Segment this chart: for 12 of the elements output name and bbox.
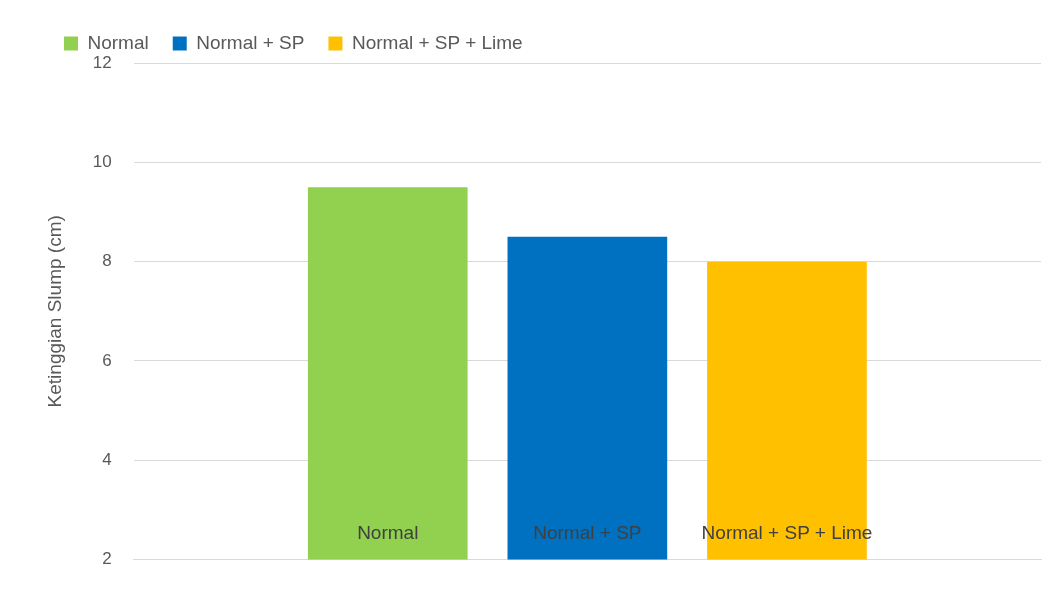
legend-label: Normal + SP + Lime — [351, 31, 523, 53]
y-tick-label: 6 — [102, 350, 112, 370]
legend-label: Normal — [87, 31, 149, 53]
text: Normal — [357, 521, 419, 543]
y-tick-label: 12 — [92, 52, 112, 72]
text: Normal + SP — [533, 521, 642, 543]
legend-label: Normal + SP — [196, 31, 305, 53]
y-tick-label: 4 — [102, 449, 112, 469]
y-tick-label: 2 — [102, 549, 112, 569]
y-axis-title: Ketinggian Slump (cm) — [43, 215, 65, 408]
y-tick-label: 8 — [102, 251, 112, 271]
y-tick-label: 10 — [92, 152, 112, 172]
